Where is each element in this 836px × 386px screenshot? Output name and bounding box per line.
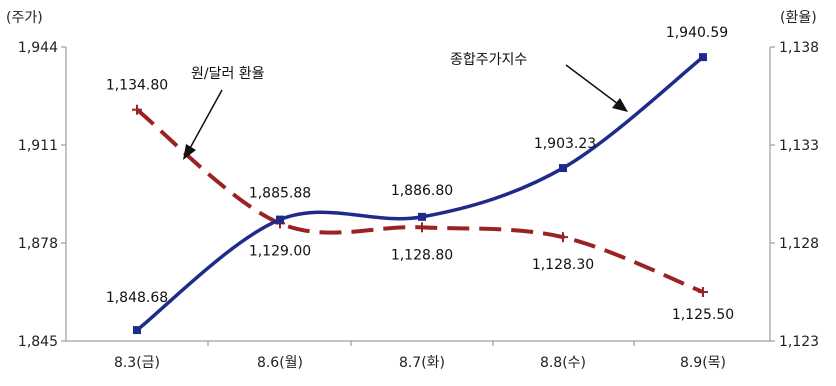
right-tick-label: 1,133 (779, 138, 819, 154)
annotation-layer: 원/달러 환율 종합주가지수 (183, 52, 628, 160)
right-axis-unit: (환율) (780, 10, 817, 26)
kospi-point (559, 164, 567, 173)
arrowhead-kospi (612, 98, 628, 112)
left-tick-label: 1,944 (18, 40, 58, 56)
x-tick-label: 8.9(목) (680, 355, 726, 371)
left-tick-label: 1,878 (18, 236, 58, 252)
arrowhead-exchange-rate (183, 144, 196, 160)
kospi-point (133, 326, 141, 335)
exchange-rate-data-label: 1,134.80 (106, 78, 168, 94)
axes: 1,944 1,911 1,878 1,845 1,138 1,133 1,128 1,123… (6, 10, 819, 371)
right-tick-label: 1,138 (779, 40, 819, 56)
annotation-arrow-exchange-rate (188, 89, 223, 151)
exchange-rate-line (135, 108, 704, 294)
annotation-exchange-rate: 원/달러 환율 (191, 66, 265, 82)
kospi-data-label: 1,848.68 (106, 290, 168, 306)
left-tick-label: 1,845 (18, 334, 58, 350)
left-tick-label: 1,911 (18, 138, 58, 154)
labels-layer: 1,848.68 1,885.88 1,886.80 1,903.23 1,940.59… (106, 25, 734, 323)
right-tick-label: 1,128 (779, 236, 819, 252)
kospi-point (699, 53, 707, 62)
kospi-data-label: 1,885.88 (249, 186, 311, 202)
kospi-data-label: 1,886.80 (391, 183, 453, 199)
exchange-rate-data-label: 1,128.30 (532, 257, 594, 273)
x-tick-label: 8.8(수) (540, 355, 586, 371)
annotation-kospi: 종합주가지수 (450, 52, 527, 68)
exchange-rate-data-label: 1,125.50 (672, 307, 734, 323)
exchange-rate-data-label: 1,129.00 (249, 243, 311, 259)
kospi-data-label: 1,903.23 (534, 136, 596, 152)
kospi-point (276, 215, 284, 224)
x-tick-label: 8.6(월) (257, 355, 303, 371)
series-layer (132, 53, 708, 335)
kospi-point (418, 212, 426, 221)
exchange-rate-data-label: 1,128.80 (391, 247, 453, 263)
x-tick-label: 8.3(금) (114, 355, 160, 371)
kospi-data-label: 1,940.59 (666, 25, 728, 41)
x-tick-label: 8.7(화) (399, 355, 445, 371)
right-tick-label: 1,123 (779, 334, 819, 350)
annotation-arrow-kospi (565, 64, 619, 105)
left-axis-unit: (주가) (6, 10, 43, 26)
